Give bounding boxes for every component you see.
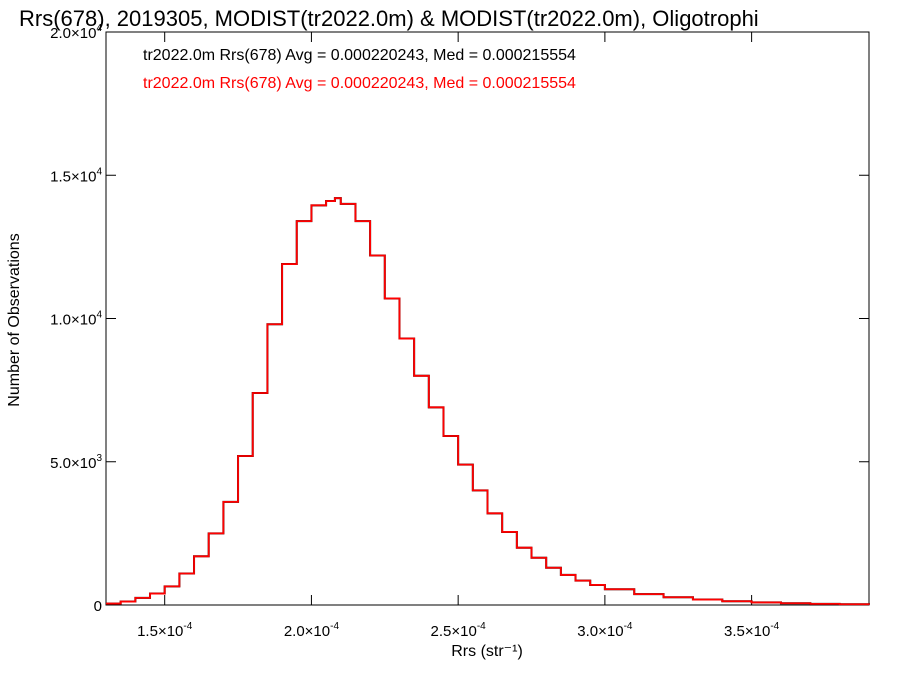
tick-exponent: -4 — [330, 621, 339, 632]
legend-entry-1: tr2022.0m Rrs(678) Avg = 0.000220243, Me… — [143, 75, 576, 92]
tick-mantissa: 5.0 — [50, 455, 71, 472]
tick-mantissa: 1.5 — [137, 623, 158, 640]
tick-base: ×10 — [71, 25, 96, 42]
tick-exponent: -4 — [770, 621, 779, 632]
y-tick-label: 0 — [94, 598, 102, 615]
tick-mantissa: 1.5 — [50, 168, 71, 185]
x-tick-label: 2.0×10-4 — [284, 621, 340, 640]
tick-base: ×10 — [158, 623, 183, 640]
tick-mantissa: 2.0 — [284, 623, 305, 640]
tick-exponent: 3 — [96, 453, 102, 464]
tick-exponent: 4 — [96, 310, 102, 321]
tick-mantissa: 2.5 — [431, 623, 452, 640]
tick-exponent: -4 — [624, 621, 633, 632]
tick-mantissa: 3.0 — [577, 623, 598, 640]
tick-base: ×10 — [451, 623, 476, 640]
x-tick-label: 3.0×10-4 — [577, 621, 633, 640]
tick-mantissa: 2.0 — [50, 25, 71, 42]
legend-entry-0: tr2022.0m Rrs(678) Avg = 0.000220243, Me… — [143, 47, 576, 64]
tick-base: ×10 — [745, 623, 770, 640]
tick-exponent: -4 — [477, 621, 486, 632]
tick-mantissa: 1.0 — [50, 312, 71, 329]
tick-mantissa: 0 — [94, 598, 102, 615]
tick-base: ×10 — [71, 312, 96, 329]
tick-base: ×10 — [598, 623, 623, 640]
histogram-series-1 — [106, 197, 870, 606]
y-tick-label: 5.0×103 — [50, 453, 102, 472]
x-axis-label: Rrs (str⁻¹) — [451, 643, 523, 660]
y-tick-label: 2.0×104 — [50, 23, 102, 42]
y-axis-label: Number of Observations — [6, 233, 23, 406]
tick-exponent: 4 — [96, 166, 102, 177]
y-tick-label: 1.5×104 — [50, 166, 102, 185]
tick-base: ×10 — [71, 168, 96, 185]
x-tick-label: 3.5×10-4 — [724, 621, 780, 640]
tick-base: ×10 — [71, 455, 96, 472]
tick-exponent: 4 — [96, 23, 102, 34]
x-axis: 1.5×10-4 2.0×10-4 2.5×10-4 3.0×10-4 3.5×10-4 — [137, 32, 780, 640]
y-tick-label: 1.0×104 — [50, 310, 102, 329]
x-tick-label: 1.5×10-4 — [137, 621, 193, 640]
tick-base: ×10 — [305, 623, 330, 640]
series-layer — [106, 197, 870, 606]
x-tick-label: 2.5×10-4 — [431, 621, 487, 640]
tick-mantissa: 3.5 — [724, 623, 745, 640]
chart-title: Rrs(678), 2019305, MODIST(tr2022.0m) & M… — [19, 6, 759, 31]
tick-exponent: -4 — [183, 621, 192, 632]
legend: tr2022.0m Rrs(678) Avg = 0.000220243, Me… — [143, 47, 576, 92]
